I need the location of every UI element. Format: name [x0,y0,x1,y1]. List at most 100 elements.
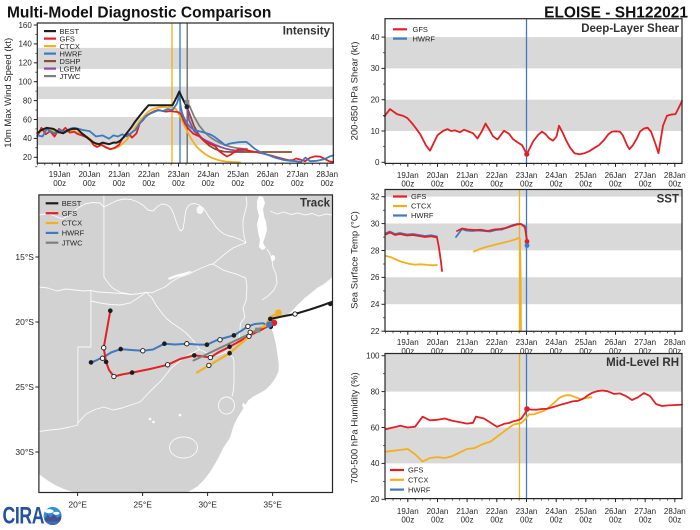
svg-text:19Jan: 19Jan [49,170,71,179]
svg-text:25Jan: 25Jan [575,338,597,347]
svg-text:00z: 00z [401,516,414,525]
svg-text:BEST: BEST [62,199,82,208]
svg-text:DSHP: DSHP [60,57,81,66]
svg-text:GFS: GFS [411,192,426,201]
svg-text:00z: 00z [579,516,592,525]
svg-text:00z: 00z [431,180,444,189]
svg-text:27Jan: 27Jan [634,338,656,347]
svg-text:28: 28 [371,246,380,255]
svg-text:LGEM: LGEM [60,64,81,73]
svg-text:Track: Track [300,198,331,210]
svg-text:00z: 00z [520,347,533,356]
svg-text:00z: 00z [550,516,563,525]
svg-text:00z: 00z [668,347,681,356]
svg-text:00z: 00z [609,347,622,356]
svg-text:140: 140 [18,40,32,49]
svg-text:JTWC: JTWC [62,238,83,247]
svg-text:100: 100 [366,352,380,361]
svg-text:24Jan: 24Jan [545,171,567,180]
svg-text:Mid-Level RH: Mid-Level RH [606,357,679,369]
svg-text:00z: 00z [321,179,334,188]
svg-text:24: 24 [371,300,380,309]
svg-text:24Jan: 24Jan [197,170,219,179]
svg-text:23Jan: 23Jan [516,507,538,516]
svg-text:GFS: GFS [408,466,423,475]
svg-text:00z: 00z [550,347,563,356]
svg-text:26Jan: 26Jan [605,507,627,516]
svg-text:20Jan: 20Jan [427,171,449,180]
svg-text:GFS: GFS [413,25,428,34]
svg-text:HWRF: HWRF [408,485,431,494]
svg-text:20: 20 [23,153,32,162]
svg-text:60: 60 [371,423,380,432]
svg-text:22Jan: 22Jan [138,170,160,179]
svg-text:00z: 00z [579,180,592,189]
svg-text:HWRF: HWRF [62,229,85,238]
svg-text:00z: 00z [232,179,245,188]
svg-text:28Jan: 28Jan [664,507,686,516]
svg-text:60: 60 [23,115,32,124]
svg-text:25°S: 25°S [15,382,34,392]
svg-text:Deep-Layer Shear: Deep-Layer Shear [581,23,679,35]
svg-text:00z: 00z [668,180,681,189]
svg-text:26Jan: 26Jan [605,171,627,180]
svg-text:00z: 00z [639,180,652,189]
svg-text:ELOISE - SH122021: ELOISE - SH122021 [544,5,688,22]
svg-text:27Jan: 27Jan [634,507,656,516]
svg-text:10: 10 [371,127,380,136]
svg-text:00z: 00z [609,516,622,525]
svg-text:35°E: 35°E [263,500,282,510]
svg-text:CTCX: CTCX [60,42,80,51]
svg-text:19Jan: 19Jan [397,171,419,180]
svg-text:00z: 00z [520,180,533,189]
svg-text:20: 20 [371,96,380,105]
svg-text:22: 22 [371,327,380,336]
svg-text:00z: 00z [142,179,155,188]
svg-text:700-500 hPa Humidity (%): 700-500 hPa Humidity (%) [350,372,361,483]
svg-text:27Jan: 27Jan [287,170,309,179]
svg-text:CTCX: CTCX [62,219,82,228]
svg-text:00z: 00z [261,179,274,188]
svg-text:00z: 00z [202,179,215,188]
svg-text:22Jan: 22Jan [486,338,508,347]
svg-text:00z: 00z [431,347,444,356]
svg-text:32: 32 [371,193,380,202]
svg-text:00z: 00z [431,516,444,525]
svg-text:00z: 00z [461,180,474,189]
svg-text:19Jan: 19Jan [397,507,419,516]
svg-text:22Jan: 22Jan [486,171,508,180]
svg-text:00z: 00z [53,179,66,188]
svg-text:200-850 hPa Shear (kt): 200-850 hPa Shear (kt) [350,42,361,141]
svg-text:80: 80 [371,387,380,396]
svg-text:00z: 00z [490,347,503,356]
svg-text:JTWC: JTWC [60,72,81,81]
svg-text:00z: 00z [401,180,414,189]
svg-text:00z: 00z [639,347,652,356]
svg-text:CTCX: CTCX [408,476,428,485]
svg-text:23Jan: 23Jan [168,170,190,179]
svg-text:00z: 00z [668,516,681,525]
svg-text:23Jan: 23Jan [516,171,538,180]
svg-text:24Jan: 24Jan [545,507,567,516]
svg-text:20Jan: 20Jan [78,170,100,179]
svg-text:21Jan: 21Jan [456,507,478,516]
svg-text:21Jan: 21Jan [456,338,478,347]
svg-text:28Jan: 28Jan [664,171,686,180]
svg-text:00z: 00z [83,179,96,188]
svg-text:80: 80 [23,96,32,105]
svg-text:30: 30 [371,64,380,73]
svg-text:HWRF: HWRF [411,211,434,220]
svg-text:Intensity: Intensity [283,26,331,38]
svg-text:CTCX: CTCX [411,202,431,211]
svg-text:00z: 00z [579,347,592,356]
svg-text:40: 40 [23,134,32,143]
svg-text:GFS: GFS [62,209,77,218]
svg-text:20Jan: 20Jan [427,338,449,347]
svg-text:24Jan: 24Jan [545,338,567,347]
svg-text:Sea Surface Temp (°C): Sea Surface Temp (°C) [350,211,361,309]
svg-text:CIRA: CIRA [3,502,45,525]
svg-text:160: 160 [18,21,32,30]
svg-text:30: 30 [371,219,380,228]
svg-text:26: 26 [371,273,380,282]
svg-text:20Jan: 20Jan [427,507,449,516]
